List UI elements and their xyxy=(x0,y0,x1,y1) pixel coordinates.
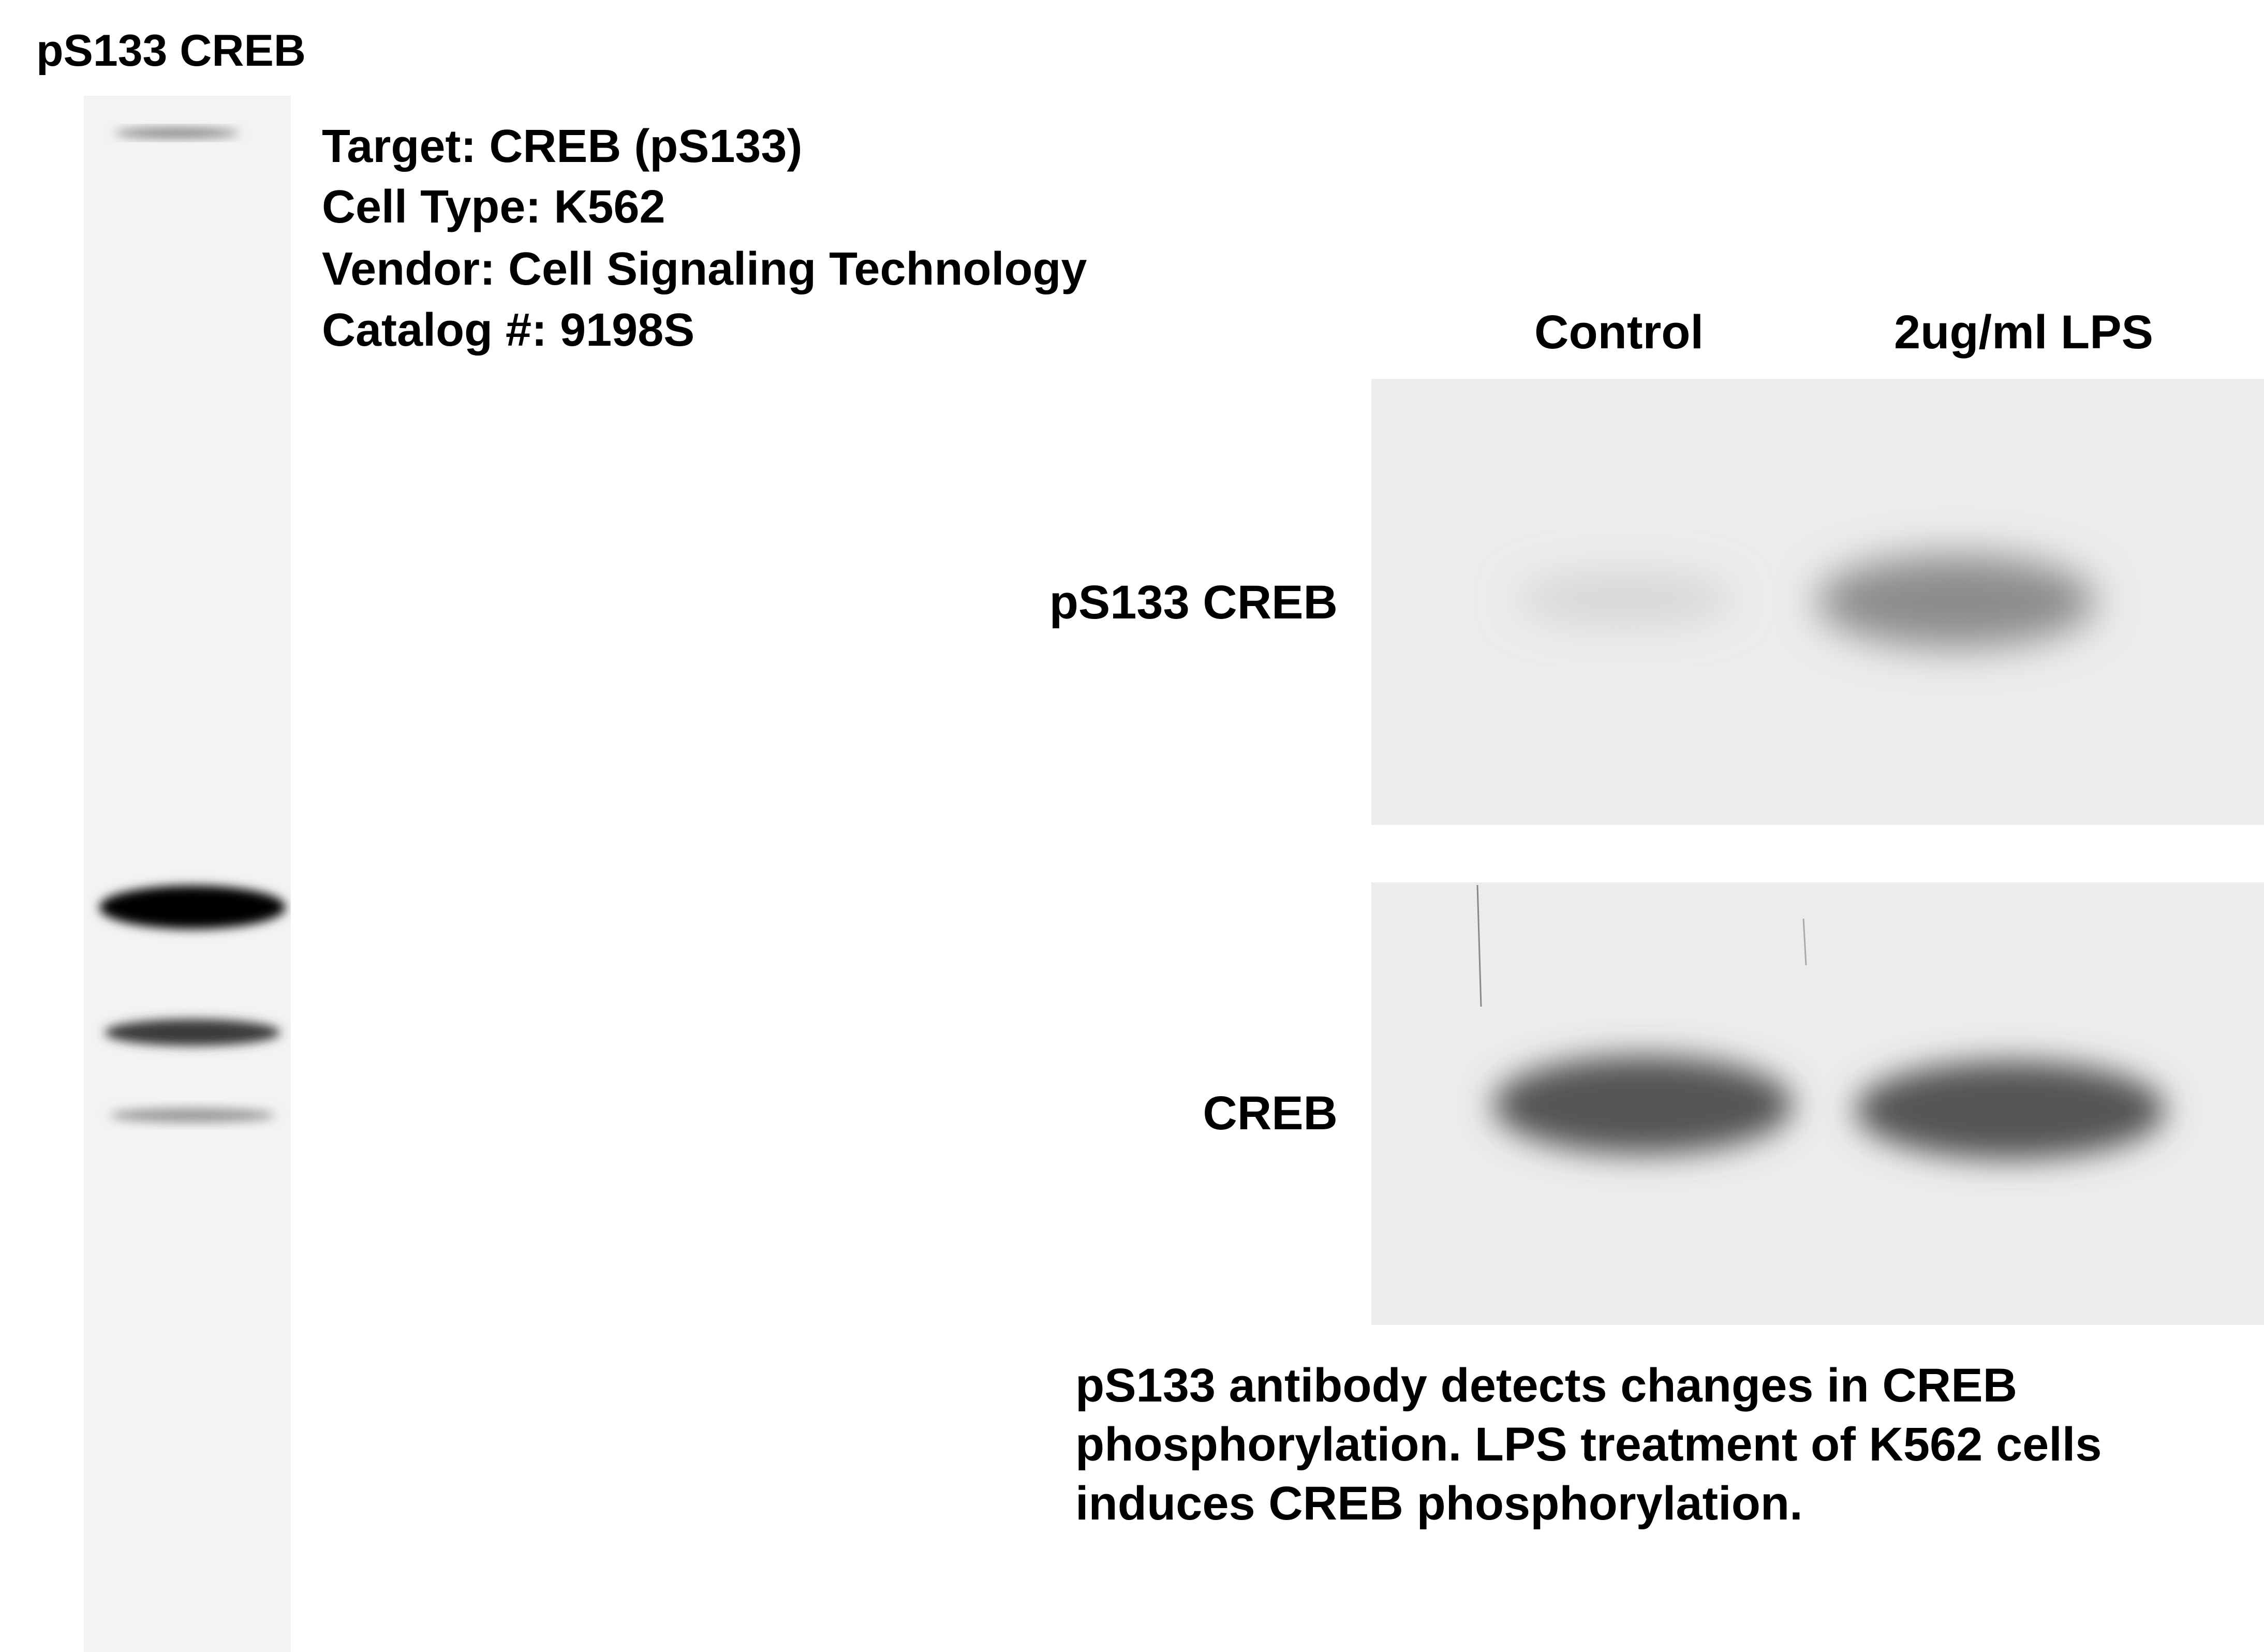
lane-bands xyxy=(99,128,286,1123)
column-label-lps: 2ug/ml LPS xyxy=(1894,306,2153,359)
lane-band-middle xyxy=(105,1019,280,1046)
caption-line: induces CREB phosphorylation. xyxy=(1075,1477,1803,1530)
target-label: Target: CREB (pS133) xyxy=(322,121,803,172)
cell-type-label: Cell Type: K562 xyxy=(322,181,665,233)
pcreb-band-control xyxy=(1516,573,1734,625)
pcreb-bands xyxy=(1516,555,2096,648)
caption-line: pS133 antibody detects changes in CREB xyxy=(1075,1359,2018,1412)
western-blot-lane xyxy=(84,96,291,1652)
vendor-label: Vendor: Cell Signaling Technology xyxy=(322,243,1087,295)
blot-panel-creb xyxy=(1371,882,2264,1325)
scratch-line xyxy=(1476,884,1482,1007)
lane-band-well xyxy=(115,128,239,138)
creb-band-control xyxy=(1493,1056,1793,1154)
lane-title: pS133 CREB xyxy=(36,26,306,76)
lane-band-major xyxy=(99,886,286,929)
catalog-label: Catalog #: 9198S xyxy=(322,304,695,356)
pcreb-band-lps xyxy=(1816,555,2096,648)
figure-caption: pS133 antibody detects changes in CREB p… xyxy=(1075,1356,2102,1533)
caption-line: phosphorylation. LPS treatment of K562 c… xyxy=(1075,1418,2102,1471)
lane-band-minor xyxy=(110,1108,275,1123)
creb-bands xyxy=(1476,884,2166,1159)
scratch-line xyxy=(1802,918,1807,966)
blot-panel-pcreb xyxy=(1371,379,2264,825)
column-label-control: Control xyxy=(1534,306,1704,359)
row-label-pcreb: pS133 CREB xyxy=(1049,576,1338,629)
creb-band-lps xyxy=(1855,1061,2166,1159)
row-label-creb: CREB xyxy=(1203,1087,1338,1140)
